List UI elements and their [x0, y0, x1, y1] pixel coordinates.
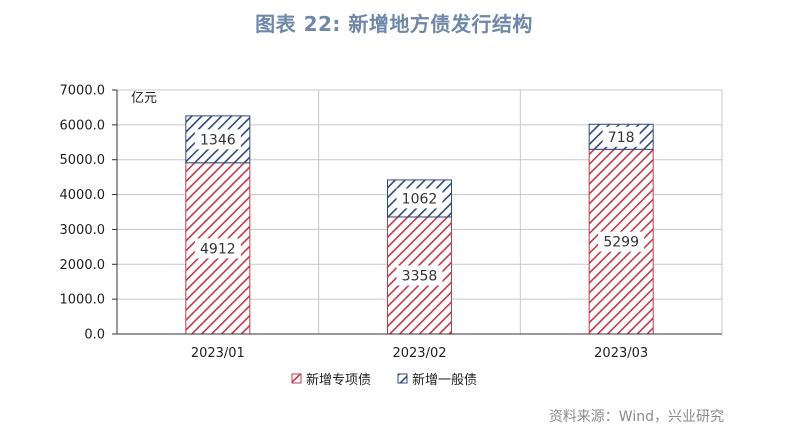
- legend-label: 新增专项债: [306, 372, 371, 388]
- data-label-box: [396, 188, 443, 209]
- data-label: 5299: [603, 235, 639, 251]
- y-tick-label: 4000.0: [60, 188, 106, 203]
- source-note: 资料来源：Wind，兴业研究: [548, 409, 724, 425]
- x-tick-label: 2023/01: [191, 346, 245, 361]
- y-tick-label: 6000.0: [60, 118, 106, 133]
- data-label: 718: [608, 130, 635, 146]
- data-label-box: [194, 129, 241, 150]
- legend-swatch-general: [397, 373, 408, 384]
- y-tick-label: 5000.0: [60, 153, 106, 168]
- data-label-box: [194, 238, 241, 259]
- y-axis-unit: 亿元: [131, 91, 157, 106]
- data-labels: 4912 1346 3358 1062 5299 718: [194, 126, 645, 286]
- y-tick-label: 0.0: [84, 328, 105, 343]
- data-label: 3358: [402, 268, 438, 284]
- data-label-box: [602, 126, 640, 147]
- x-tick-label: 2023/03: [594, 346, 648, 361]
- chart-title: 图表 22: 新增地方债发行结构: [255, 12, 533, 36]
- data-label: 4912: [200, 241, 236, 257]
- data-label-box: [598, 231, 645, 252]
- data-label: 1062: [402, 191, 438, 207]
- bars: [185, 115, 654, 335]
- y-tick-label: 7000.0: [60, 84, 106, 99]
- y-tick-label: 1000.0: [60, 293, 106, 308]
- x-tick-label: 2023/02: [392, 346, 446, 361]
- y-tick-label: 3000.0: [60, 223, 106, 238]
- legend-label: 新增一般债: [412, 372, 477, 388]
- axes: 0.0 1000.0 2000.0 3000.0 4000.0 5000.0 6000.0 7…: [60, 84, 722, 361]
- data-label-box: [396, 265, 443, 286]
- legend-swatch-special: [291, 373, 302, 384]
- legend: 新增专项债 新增一般债: [291, 372, 477, 388]
- data-label: 1346: [200, 132, 236, 148]
- y-tick-label: 2000.0: [60, 258, 106, 273]
